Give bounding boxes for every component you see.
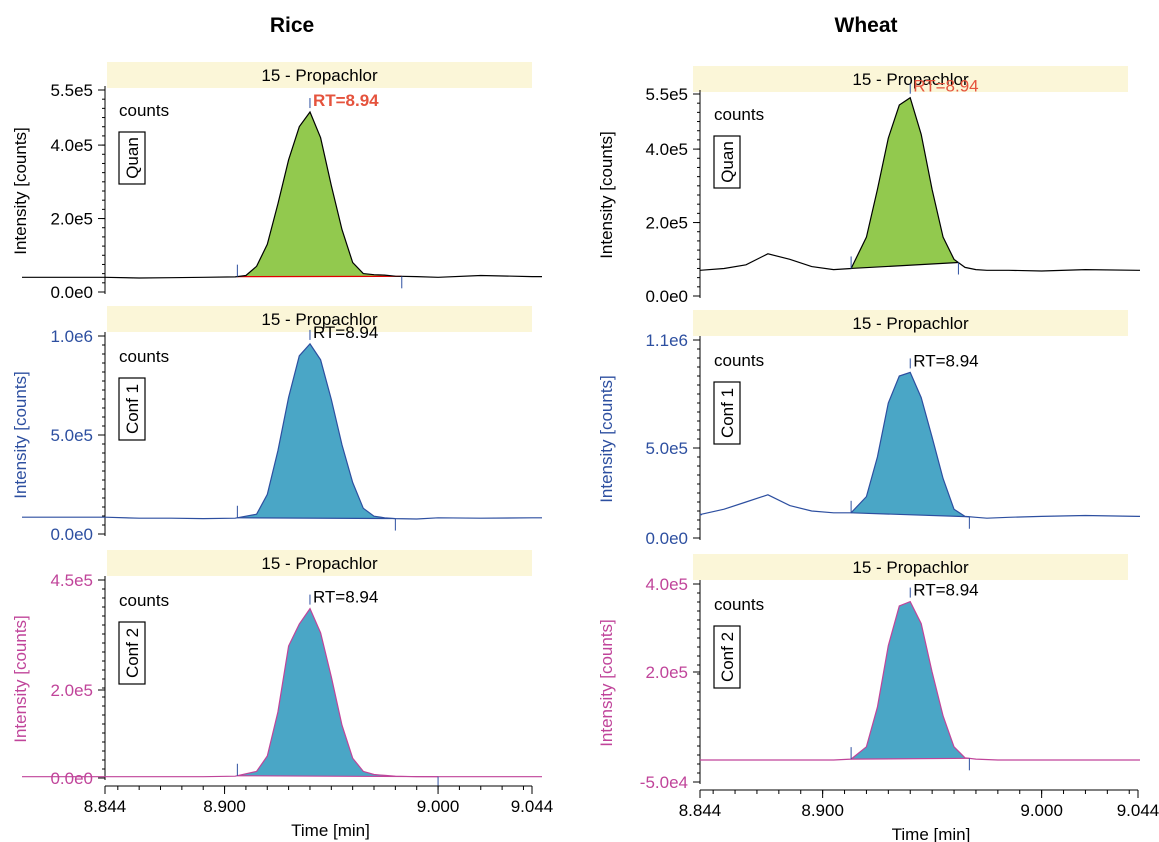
integration-baseline <box>851 757 970 760</box>
trace-label-box <box>713 135 741 189</box>
y-tick-label: 2.0e5 <box>50 681 93 700</box>
x-tick-label: 9.000 <box>1020 801 1063 820</box>
panel-rice-conf-2: 15 - Propachlor 4.5e5 2.0e5 0.0e0 Intensity … <box>11 550 553 840</box>
y-tick-label: 4.0e5 <box>50 136 93 155</box>
trace-line <box>700 600 1140 761</box>
y-tick-label: 4.0e5 <box>645 140 688 159</box>
x-axis-label: Time [min] <box>892 825 971 842</box>
retention-time-label: RT=8.94 <box>313 588 378 607</box>
x-tick-label: 9.044 <box>1117 801 1159 820</box>
compound-banner-text: 15 - Propachlor <box>852 314 969 333</box>
counts-label: counts <box>714 105 764 124</box>
panel-wheat-conf-2: 15 - Propachlor 4.0e5 2.0e5 -5.0e4 Intensity… <box>597 554 1159 842</box>
retention-time-label: RT=8.94 <box>913 77 978 96</box>
y-tick-label: 4.0e5 <box>645 575 688 594</box>
x-tick-label: 8.900 <box>203 797 246 816</box>
y-axis-label: Intensity [counts] <box>11 615 30 743</box>
retention-time-label: RT=8.94 <box>913 351 978 370</box>
panel-wheat-quan: Wheat 15 - Propachlor 5.5e5 4.0e5 2.0e5 0.0e0… <box>597 14 1140 306</box>
integration-baseline <box>851 512 970 518</box>
trace-line <box>699 371 1140 519</box>
trace-label: Conf 1 <box>123 384 142 434</box>
y-tick-label: 0.0e0 <box>645 529 688 548</box>
compound-banner <box>107 550 532 576</box>
y-tick-label: 0.0e0 <box>50 525 93 544</box>
compound-banner-text: 15 - Propachlor <box>852 558 969 577</box>
retention-time-label: RT=8.94 <box>313 323 378 342</box>
y-tick-label: 4.5e5 <box>50 571 93 590</box>
y-axis-label: Intensity [counts] <box>597 619 616 747</box>
y-axis-label: Intensity [counts] <box>11 371 30 499</box>
y-tick-label: 1.1e6 <box>645 331 688 350</box>
compound-banner <box>693 554 1128 580</box>
retention-time-label: RT=8.94 <box>313 91 379 110</box>
trace-label: Quan <box>123 137 142 179</box>
compound-banner <box>107 62 532 88</box>
y-tick-label: 2.0e5 <box>645 214 688 233</box>
y-tick-label: 5.5e5 <box>645 85 688 104</box>
panel-wheat-conf-1: 15 - Propachlor 1.1e6 5.0e5 0.0e0 Intensity … <box>597 310 1140 548</box>
integration-baseline <box>237 517 396 520</box>
counts-label: counts <box>119 591 169 610</box>
x-tick-label: 9.000 <box>417 797 460 816</box>
trace-line <box>22 607 542 778</box>
peak-area <box>237 343 396 519</box>
y-tick-label: 2.0e5 <box>645 663 688 682</box>
column-title: Rice <box>270 14 314 37</box>
trace-label: Conf 2 <box>123 628 142 678</box>
x-tick-label: 8.844 <box>679 801 722 820</box>
counts-label: counts <box>119 101 169 120</box>
trace-line <box>22 110 542 279</box>
trace-line <box>699 96 1140 272</box>
peak-area <box>851 372 970 517</box>
compound-banner-text: 15 - Propachlor <box>261 554 378 573</box>
column-title: Wheat <box>835 14 898 37</box>
compound-banner-text: 15 - Propachlor <box>261 66 378 85</box>
y-axis-label: Intensity [counts] <box>11 127 30 255</box>
peak-area <box>237 112 402 277</box>
trace-label-box <box>118 377 146 441</box>
y-tick-label: 2.0e5 <box>50 210 93 229</box>
y-tick-label: 0.0e0 <box>50 769 93 788</box>
x-axis-label: Time [min] <box>291 821 370 840</box>
compound-banner-text: 15 - Propachlor <box>852 70 969 89</box>
x-tick-label: 8.844 <box>84 797 127 816</box>
y-tick-label: 0.0e0 <box>50 283 93 302</box>
x-tick-label: 8.900 <box>801 801 844 820</box>
peak-area <box>851 601 970 760</box>
integration-baseline <box>851 261 959 270</box>
compound-banner <box>107 306 532 332</box>
trace-line <box>22 342 542 520</box>
y-tick-label: 1.0e6 <box>50 327 93 346</box>
y-tick-label: -5.0e4 <box>640 773 688 792</box>
y-tick-label: 5.0e5 <box>50 426 93 445</box>
counts-label: counts <box>714 351 764 370</box>
trace-label-box <box>713 625 741 689</box>
panel-rice-conf-1: 15 - Propachlor 1.0e6 5.0e5 0.0e0 Intensity … <box>11 306 542 544</box>
x-tick-label: 9.044 <box>511 797 554 816</box>
y-tick-label: 0.0e0 <box>645 287 688 306</box>
trace-label-box <box>118 131 146 185</box>
counts-label: counts <box>714 595 764 614</box>
trace-label: Conf 1 <box>718 388 737 438</box>
y-tick-label: 5.0e5 <box>645 439 688 458</box>
peak-area <box>851 97 959 269</box>
y-axis-label: Intensity [counts] <box>597 131 616 259</box>
counts-label: counts <box>119 347 169 366</box>
peak-area <box>237 608 439 777</box>
retention-time-label: RT=8.94 <box>913 581 978 600</box>
y-tick-label: 5.5e5 <box>50 81 93 100</box>
trace-label-box <box>118 621 146 685</box>
y-axis-label: Intensity [counts] <box>597 375 616 503</box>
compound-banner <box>693 310 1128 336</box>
trace-label: Conf 2 <box>718 632 737 682</box>
compound-banner-text: 15 - Propachlor <box>261 310 378 329</box>
panel-rice-quan: Rice 15 - Propachlor 5.5e5 4.0e5 2.0e5 0.0e0 I… <box>11 14 542 302</box>
trace-label: Quan <box>718 141 737 183</box>
trace-label-box <box>713 381 741 445</box>
